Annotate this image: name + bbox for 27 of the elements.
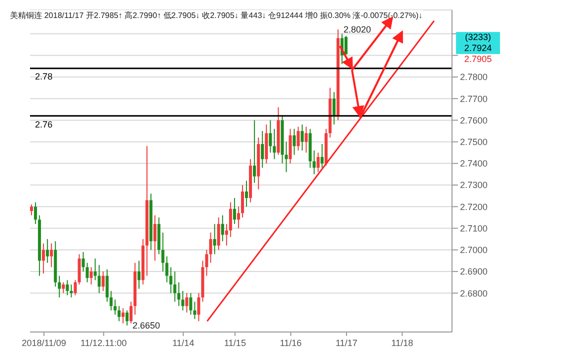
y-tick-label: 2.7200: [460, 202, 488, 212]
ref-line-label: 2.76: [35, 119, 53, 130]
annotation: 2.8020: [344, 24, 372, 35]
y-tick-label: 2.6900: [460, 266, 488, 277]
text: (3233): [456, 32, 500, 43]
annotation: 2.6650: [132, 320, 160, 331]
x-tick-label: 11/12.11:00: [80, 338, 127, 348]
ref-line-label: 2.78: [35, 72, 53, 82]
y-tick-label: 2.7300: [460, 180, 488, 190]
x-tick-label: 11/15: [224, 338, 246, 348]
x-tick-label: 11/16: [280, 338, 302, 348]
y-tick-label: 2.7000: [460, 245, 488, 256]
x-tick-label: 11/18: [391, 338, 414, 348]
text: 2.7924: [456, 43, 500, 54]
text: 2.7905: [463, 54, 493, 65]
y-tick-label: 2.7700: [460, 94, 488, 104]
x-tick-label: 11/17: [336, 338, 358, 348]
y-tick-label: 2.7500: [460, 137, 488, 148]
chart-subtitle: 2018/11/17 开2.7985↑ 高2.7990↑ 低2.7905↓ 收2.7905↓ 量443↓ 仓912444 增0 振0.30% 涨-0.0075(-0.27%)↓: [44, 11, 423, 20]
y-tick-label: 2.7100: [460, 223, 488, 234]
y-tick-label: 2.7800: [460, 72, 488, 82]
y-tick-label: 2.7600: [460, 115, 488, 126]
y-tick-label: 2.6800: [460, 288, 488, 298]
chart-title: 美精铜连: [10, 11, 42, 20]
y-tick-label: 2.7400: [460, 158, 488, 169]
x-tick-label: 2018/11/09: [22, 338, 66, 348]
x-tick-label: 11/14: [172, 338, 194, 348]
